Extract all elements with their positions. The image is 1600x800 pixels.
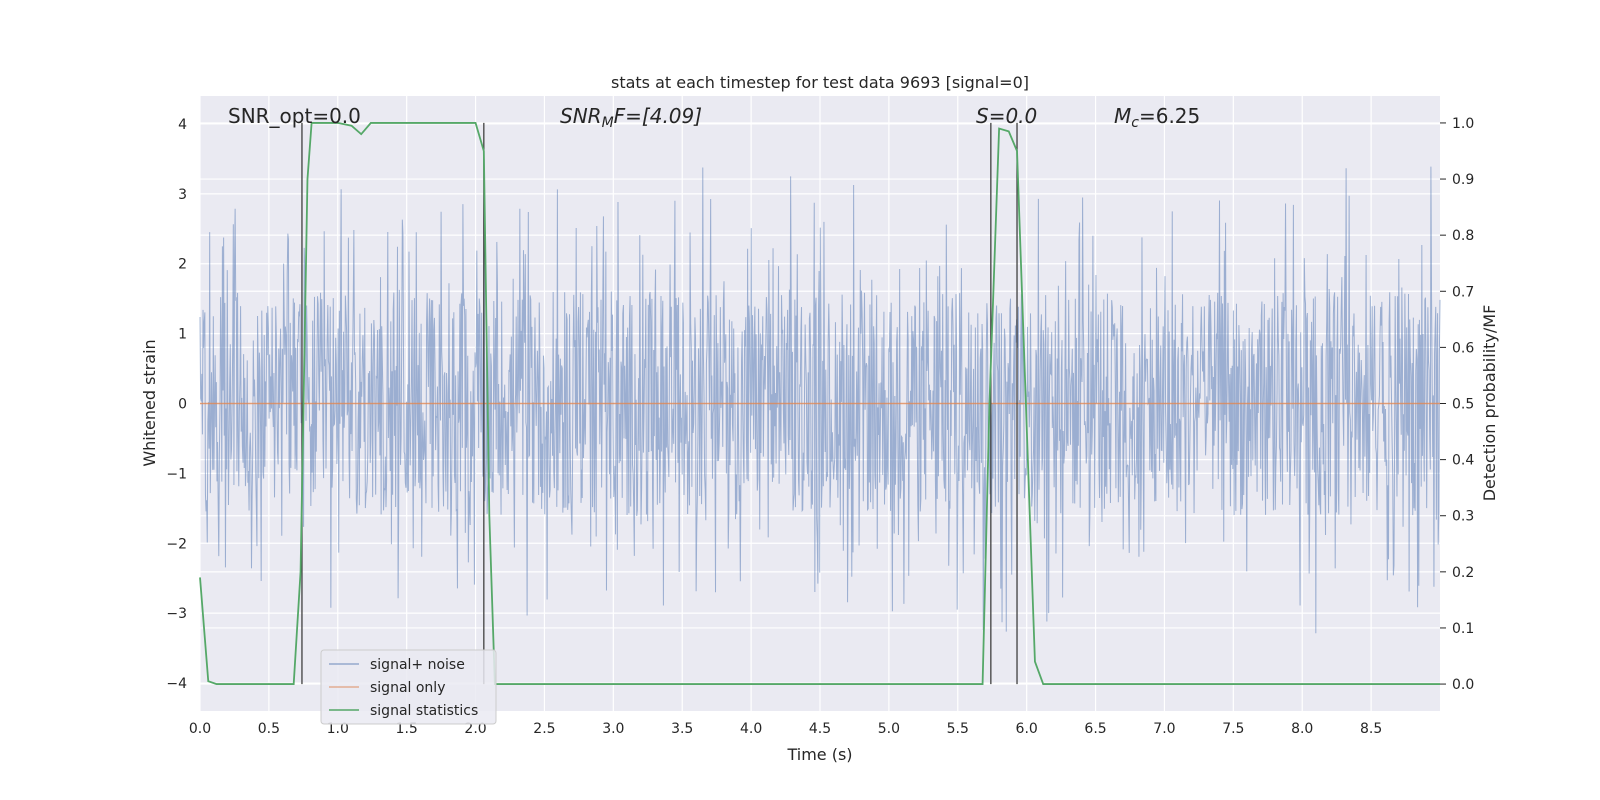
signal-noise-series — [199, 158, 1441, 634]
y-right-axis-label: Detection probability/MF — [1480, 305, 1499, 502]
y-right-axis-ticks: 1.0 0.9 0.8 0.7 0.6 0.5 0.4 0.3 0.2 0.1 0.0 — [1440, 116, 1474, 693]
y-tick-label: −4 — [166, 676, 187, 692]
x-tick-label: 3.5 — [671, 721, 693, 737]
x-axis-ticks: 0.0 0.5 1.0 1.5 2.0 2.5 3.0 3.5 4.0 4.5 5.0 5.5 6.0 6… — [189, 721, 1382, 737]
x-tick-label: 6.0 — [1016, 721, 1038, 737]
y-right-tick-label: 0.9 — [1452, 172, 1474, 188]
y-right-tick-label: 0.0 — [1452, 677, 1474, 693]
annotation-snr-opt: SNR_opt=0.0 — [228, 104, 361, 128]
annotation-s: S=0.0 — [976, 104, 1037, 128]
y-right-tick-label: 0.4 — [1452, 453, 1474, 469]
y-tick-label: 0 — [178, 397, 187, 413]
y-right-tick-label: 0.5 — [1452, 397, 1474, 413]
legend-box — [320, 649, 497, 725]
y-tick-label: 1 — [178, 327, 187, 343]
y-axis-ticks: 4 3 2 1 0 −1 −2 −3 −4 — [166, 117, 187, 692]
y-right-tick-label: 0.7 — [1452, 284, 1474, 300]
x-tick-label: 4.5 — [809, 721, 831, 737]
x-tick-label: 3.0 — [602, 721, 624, 737]
annotation-snr-mf-rest: F=[4.09] — [614, 104, 702, 128]
annotation-mc-rest: =6.25 — [1139, 104, 1200, 128]
legend-label-signal-only: signal only — [370, 680, 445, 696]
y-right-tick-label: 0.8 — [1452, 228, 1474, 244]
legend-label-signal-noise: signal+ noise — [370, 657, 465, 673]
x-tick-label: 7.0 — [1153, 721, 1175, 737]
x-tick-label: 6.5 — [1084, 721, 1106, 737]
annotation-mc-sub: c — [1131, 115, 1139, 131]
annotation-snr-mf-sub: M — [602, 115, 614, 131]
y-right-tick-label: 1.0 — [1452, 116, 1474, 132]
x-tick-label: 0.5 — [258, 721, 280, 737]
annotation-mc: Mc=6.25 — [1114, 104, 1200, 131]
y-tick-label: −3 — [166, 606, 187, 622]
x-tick-label: 8.5 — [1360, 721, 1382, 737]
y-right-tick-label: 0.3 — [1452, 509, 1474, 525]
y-axis-label: Whitened strain — [140, 339, 159, 466]
signal-statistics-series — [199, 122, 1440, 685]
x-tick-label: 7.5 — [1222, 721, 1244, 737]
x-tick-label: 0.0 — [189, 721, 211, 737]
annotation-snr-mf: SNRMF=[4.09] — [560, 104, 702, 131]
vertical-markers — [301, 122, 1018, 685]
x-tick-label: 2.5 — [533, 721, 555, 737]
y-tick-label: 3 — [178, 187, 187, 203]
y-right-tick-label: 0.6 — [1452, 340, 1474, 356]
x-tick-label: 1.5 — [396, 721, 418, 737]
annotation-mc-base: M — [1114, 104, 1131, 128]
y-tick-label: 4 — [178, 117, 187, 133]
x-axis-label: Time (s) — [786, 745, 852, 764]
annotation-snr-mf-base: SNR — [560, 104, 602, 128]
x-tick-label: 1.0 — [327, 721, 349, 737]
annotation-s-text: S=0.0 — [976, 104, 1037, 128]
signal-statistics-line — [199, 122, 1440, 685]
x-tick-label: 5.0 — [878, 721, 900, 737]
x-tick-label: 4.0 — [740, 721, 762, 737]
chart-title: stats at each timestep for test data 969… — [611, 73, 1029, 92]
signal-noise-line — [199, 158, 1441, 634]
legend: signal+ noise signal only signal statist… — [320, 649, 497, 725]
legend-label-signal-statistics: signal statistics — [370, 703, 478, 719]
y-tick-label: −1 — [166, 466, 187, 482]
x-tick-label: 2.0 — [464, 721, 486, 737]
y-tick-label: 2 — [178, 257, 187, 273]
y-right-tick-label: 0.1 — [1452, 621, 1474, 637]
x-tick-label: 5.5 — [947, 721, 969, 737]
y-tick-label: −2 — [166, 536, 187, 552]
y-right-tick-label: 0.2 — [1452, 565, 1474, 581]
x-tick-label: 8.0 — [1291, 721, 1313, 737]
